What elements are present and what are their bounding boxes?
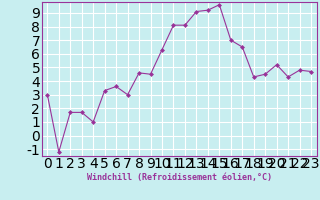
- X-axis label: Windchill (Refroidissement éolien,°C): Windchill (Refroidissement éolien,°C): [87, 173, 272, 182]
